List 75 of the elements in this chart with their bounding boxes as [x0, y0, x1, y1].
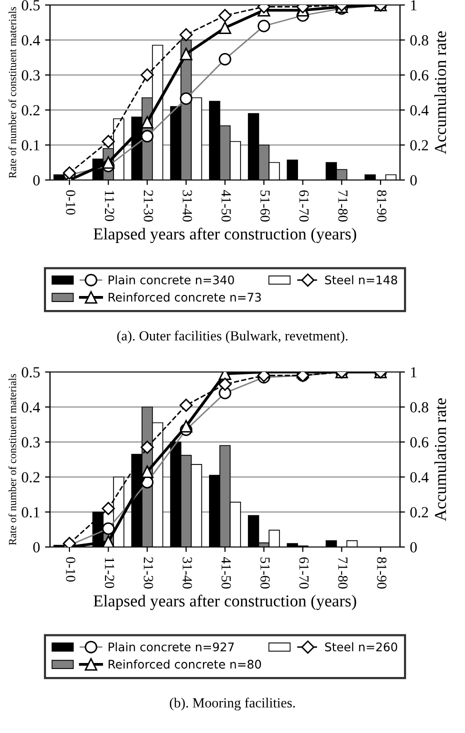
- x-tick-label: 11-20: [104, 190, 114, 222]
- bar: [364, 174, 376, 180]
- point: [102, 156, 115, 169]
- y2-tick-label: 0: [410, 542, 417, 552]
- point: [140, 466, 154, 478]
- y2-tick-label: 1: [411, 367, 416, 378]
- y2-axis-title: Accumulation rate: [434, 398, 446, 522]
- x-tick-label: 71-80: [338, 190, 348, 222]
- legend-label: Plain concrete n=340: [108, 275, 234, 284]
- y2-tick-label: 0.6: [410, 437, 428, 448]
- legend-label: Reinforced concrete n=80: [108, 660, 261, 669]
- point: [218, 22, 232, 34]
- x-tick-label: 11-20: [104, 558, 114, 588]
- y2-tick-label: 0.4: [410, 472, 429, 483]
- x-tick-label: 81-90: [377, 190, 386, 222]
- point: [218, 378, 232, 391]
- y-axis-title: Rate of number of constituent materials: [8, 374, 16, 546]
- y-axis-title: Rate of number of constituent materials: [8, 7, 16, 178]
- point: [140, 440, 154, 454]
- y2-tick-label: 1: [411, 0, 416, 10]
- point: [180, 48, 192, 60]
- point: [102, 134, 115, 148]
- y2-tick-label: 0.4: [410, 105, 429, 116]
- text: (a). Outer facilities (Bulwark, revetment).: [117, 330, 348, 344]
- point: [62, 166, 76, 180]
- x-tick-label: 0-10: [66, 190, 76, 215]
- text: (b). Mooring facilities.: [170, 698, 295, 710]
- point: [140, 116, 154, 128]
- y2-tick-label: 0.6: [410, 70, 428, 81]
- x-tick-label: 61-70: [299, 190, 309, 222]
- legend-label: Plain concrete n=927: [108, 642, 234, 652]
- x-tick-label: 41-50: [222, 556, 231, 589]
- point: [140, 68, 154, 82]
- y2-tick-label: 0: [410, 175, 417, 186]
- x-axis-title: Elapsed years after construction (years): [94, 228, 356, 244]
- point: [218, 8, 232, 22]
- x-tick-label: 51-60: [260, 558, 270, 589]
- x-tick-label: 21-30: [144, 190, 154, 222]
- y-tick-label: 0.1: [22, 507, 40, 518]
- y-tick-label: 0.5: [22, 0, 40, 11]
- x-tick-label: 51-60: [260, 190, 270, 222]
- y2-tick-label: 0.2: [410, 507, 428, 518]
- bar: [286, 160, 298, 180]
- x-tick-label: 0-10: [66, 557, 76, 582]
- y-tick-label: 0.4: [22, 402, 40, 413]
- point: [180, 420, 192, 432]
- y2-axis-title: Accumulation rate: [434, 31, 446, 154]
- point: [180, 398, 193, 412]
- legend-label: Reinforced concrete n=73: [108, 292, 261, 302]
- y-tick-label: 0.3: [22, 437, 40, 448]
- y-tick-label: 0.4: [22, 35, 40, 46]
- y-tick-label: 0: [33, 175, 40, 186]
- point: [102, 502, 115, 516]
- point: [102, 536, 115, 547]
- y-tick-label: 0.2: [22, 105, 40, 116]
- legend-label: Steel n=260: [325, 642, 398, 652]
- x-tick-label: 81-90: [377, 557, 386, 589]
- y-tick-label: 0.5: [22, 367, 40, 378]
- y-tick-label: 0.2: [22, 472, 40, 483]
- x-tick-label: 71-80: [338, 558, 348, 589]
- bar: [326, 540, 337, 547]
- y-tick-label: 0.1: [22, 140, 40, 151]
- y-tick-label: 0: [33, 542, 40, 552]
- x-axis-title: Elapsed years after construction (years): [94, 594, 356, 610]
- x-tick-label: 61-70: [299, 557, 309, 589]
- point: [180, 28, 193, 42]
- x-tick-label: 31-40: [182, 557, 192, 589]
- x-tick-label: 21-30: [144, 557, 154, 589]
- y-tick-label: 0.3: [22, 70, 40, 81]
- y2-tick-label: 0.8: [410, 35, 428, 46]
- y2-tick-label: 0.2: [410, 140, 428, 151]
- x-tick-label: 41-50: [222, 190, 231, 222]
- x-tick-label: 31-40: [182, 190, 192, 222]
- y2-tick-label: 0.8: [410, 402, 428, 413]
- legend-label: Steel n=148: [325, 275, 398, 284]
